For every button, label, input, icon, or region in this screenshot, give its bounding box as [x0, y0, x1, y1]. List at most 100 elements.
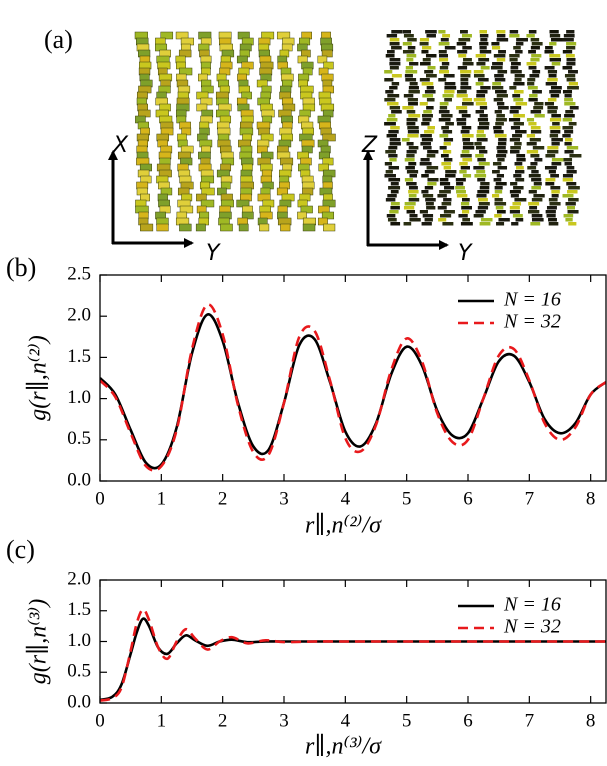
- snapshots: [134, 30, 582, 232]
- particle: [477, 158, 486, 162]
- particle: [391, 110, 402, 114]
- particle: [509, 138, 520, 142]
- particle: [551, 114, 561, 118]
- particle: [494, 202, 507, 206]
- particle: [384, 174, 396, 178]
- particle: [496, 34, 506, 38]
- particle: [402, 30, 412, 34]
- particle: [511, 62, 521, 66]
- particle: [496, 114, 505, 118]
- particle: [388, 146, 398, 150]
- particle: [419, 210, 428, 214]
- particle: [509, 58, 518, 62]
- particle: [547, 110, 557, 114]
- particle: [497, 142, 507, 146]
- x-tick-label: 1: [157, 488, 167, 509]
- y-tick-label: 2.0: [67, 568, 91, 589]
- particle: [476, 62, 486, 66]
- particle: [386, 34, 398, 38]
- particle: [220, 223, 233, 232]
- particle: [565, 138, 573, 142]
- particle: [389, 58, 401, 62]
- particle: [439, 146, 447, 150]
- particle: [512, 94, 521, 98]
- particle: [527, 82, 535, 86]
- particle: [516, 158, 526, 162]
- particle: [476, 90, 488, 94]
- particle: [390, 222, 401, 226]
- y-tick-label: 0.0: [67, 469, 91, 490]
- particle: [475, 110, 485, 114]
- particle: [439, 58, 449, 62]
- particle: [437, 194, 447, 198]
- particle: [492, 194, 500, 198]
- particle: [408, 194, 417, 198]
- particle: [407, 46, 416, 50]
- y-tick-label: 1.5: [67, 346, 91, 367]
- particle: [534, 114, 545, 118]
- particle: [421, 190, 429, 194]
- particle: [426, 106, 434, 110]
- particle: [545, 182, 555, 186]
- particle: [476, 130, 485, 134]
- particle: [509, 110, 519, 114]
- particle: [476, 170, 486, 174]
- particle: [406, 150, 417, 154]
- particle: [387, 218, 397, 222]
- particle: [424, 70, 434, 74]
- particle: [551, 194, 559, 198]
- particle: [544, 166, 557, 170]
- particle: [509, 210, 520, 214]
- particle: [259, 223, 270, 232]
- particle: [494, 134, 507, 138]
- particle: [439, 190, 451, 194]
- particle: [456, 190, 466, 194]
- particle: [534, 158, 543, 162]
- particle: [386, 102, 399, 106]
- particle: [439, 134, 449, 138]
- particle: [480, 66, 490, 70]
- particle: [475, 154, 484, 158]
- particle: [516, 38, 529, 42]
- particle: [475, 82, 484, 86]
- particle: [456, 182, 464, 186]
- particle: [406, 58, 414, 62]
- particle: [404, 158, 415, 162]
- particle: [514, 74, 525, 78]
- particle: [529, 138, 541, 142]
- particle: [406, 118, 418, 122]
- particle: [386, 214, 396, 218]
- particle: [513, 174, 522, 178]
- particle: [498, 138, 507, 142]
- particle: [478, 162, 490, 166]
- axis-name: Y: [458, 241, 473, 266]
- particle: [494, 186, 503, 190]
- particle: [513, 82, 525, 86]
- particle: [515, 178, 525, 182]
- particle: [567, 210, 579, 214]
- particle: [442, 94, 454, 98]
- particle: [323, 223, 336, 232]
- particle: [408, 102, 418, 106]
- axis-name: X: [112, 133, 129, 158]
- particle: [426, 98, 435, 102]
- particle: [552, 122, 560, 126]
- particle: [438, 50, 447, 54]
- particle: [439, 70, 450, 74]
- particle: [424, 218, 433, 222]
- particle: [478, 58, 490, 62]
- particle: [390, 182, 399, 186]
- particle: [509, 86, 517, 90]
- particle: [551, 162, 562, 166]
- particle: [496, 146, 506, 150]
- particle: [459, 162, 468, 166]
- particle: [495, 90, 507, 94]
- particle: [476, 194, 487, 198]
- y-tick-label: 0.5: [67, 428, 91, 449]
- particle: [156, 223, 169, 232]
- particle: [551, 158, 564, 162]
- particle: [475, 210, 486, 214]
- particle: [568, 186, 580, 190]
- particle: [384, 162, 393, 166]
- particle: [441, 126, 449, 130]
